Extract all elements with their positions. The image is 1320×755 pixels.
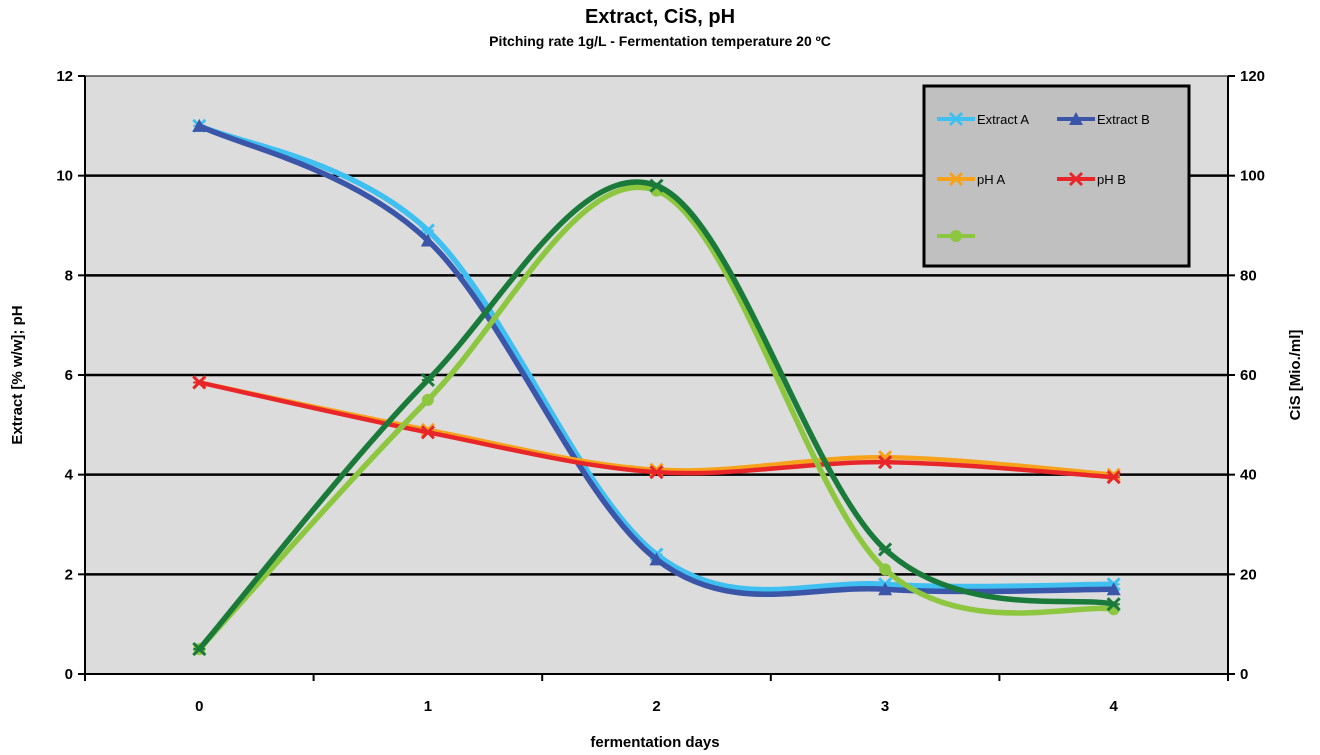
legend-marker bbox=[1069, 112, 1083, 125]
legend-label: pH B bbox=[1097, 172, 1126, 187]
data-point-cis-a bbox=[421, 393, 434, 406]
data-point-cis-b bbox=[1106, 597, 1121, 612]
y-right-tick-label: 20 bbox=[1240, 566, 1257, 583]
data-point-ph-b bbox=[649, 465, 664, 480]
data-point-ph-b bbox=[420, 425, 435, 440]
legend-marker bbox=[948, 111, 964, 127]
data-point-ph-b bbox=[1106, 470, 1121, 485]
data-point-cis-b bbox=[192, 642, 207, 657]
legend-marker bbox=[1068, 171, 1084, 187]
data-point-extract-b bbox=[192, 118, 207, 132]
y-right-tick-label: 60 bbox=[1240, 367, 1257, 384]
x-tick-label: 4 bbox=[1110, 698, 1119, 715]
legend-marker bbox=[948, 171, 964, 187]
chart-title: Extract, CiS, pH bbox=[584, 6, 736, 28]
y-left-tick-label: 2 bbox=[65, 566, 73, 583]
data-point-ph-b bbox=[192, 375, 207, 390]
data-point-extract-b bbox=[649, 552, 664, 566]
y-right-tick-label: 40 bbox=[1240, 467, 1257, 484]
data-point-cis-b bbox=[878, 542, 893, 557]
y-axis-left-label: Extract [% w/w]; pH bbox=[9, 305, 26, 444]
legend-label: pH A bbox=[977, 172, 1006, 187]
y-right-tick-label: 80 bbox=[1240, 267, 1257, 284]
y-left-tick-label: 4 bbox=[65, 467, 74, 484]
y-right-tick-label: 100 bbox=[1240, 168, 1265, 185]
chart-subtitle: Pitching rate 1g/L - Fermentation temper… bbox=[489, 33, 831, 49]
legend-label: Extract B bbox=[1097, 112, 1150, 127]
x-tick-label: 1 bbox=[424, 698, 432, 715]
y-left-tick-label: 6 bbox=[65, 367, 73, 384]
y-left-tick-label: 8 bbox=[65, 267, 73, 284]
x-tick-label: 0 bbox=[195, 698, 203, 715]
data-point-cis-b bbox=[420, 372, 435, 388]
x-tick-label: 3 bbox=[881, 698, 889, 715]
y-right-tick-label: 0 bbox=[1240, 666, 1248, 683]
data-point-cis-a bbox=[879, 563, 892, 576]
data-point-extract-b bbox=[1106, 582, 1121, 596]
data-point-extract-b bbox=[420, 233, 435, 247]
x-tick-label: 2 bbox=[652, 698, 660, 715]
legend-marker bbox=[950, 230, 962, 242]
data-point-extract-b bbox=[878, 582, 893, 596]
y-left-tick-label: 10 bbox=[56, 168, 73, 185]
y-right-tick-label: 120 bbox=[1240, 68, 1265, 85]
y-axis-right-label: CiS [Mio./ml] bbox=[1287, 330, 1304, 421]
y-left-tick-label: 12 bbox=[56, 68, 73, 85]
x-axis-label: fermentation days bbox=[590, 734, 719, 751]
legend-label: Extract A bbox=[977, 112, 1029, 127]
data-point-cis-b bbox=[649, 178, 664, 193]
data-point-ph-b bbox=[878, 455, 893, 470]
y-left-tick-label: 0 bbox=[65, 666, 73, 683]
series-line-extract-b bbox=[196, 123, 1117, 598]
